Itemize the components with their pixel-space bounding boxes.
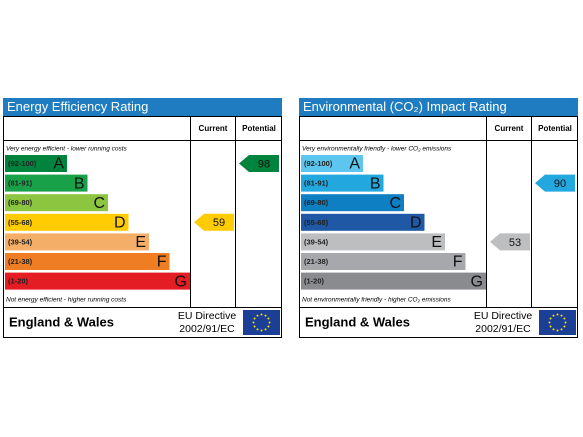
- potential-arrow: [535, 174, 575, 192]
- eu-star: [267, 325, 270, 328]
- band-letter: D: [410, 215, 422, 232]
- eu-star: [556, 313, 559, 316]
- top-note: Very environmentally friendly - lower CO…: [302, 146, 452, 153]
- band: [5, 174, 88, 192]
- potential-value: 90: [554, 178, 566, 190]
- eu-star: [253, 325, 256, 328]
- band: [301, 272, 486, 290]
- band-range: (21-38): [8, 257, 33, 266]
- band-range: (1-20): [304, 277, 325, 286]
- region: England & Wales: [9, 314, 114, 329]
- band-range: (1-20): [8, 277, 29, 286]
- current-arrow: [194, 213, 234, 231]
- eu-star: [556, 329, 559, 332]
- band-range: (92-100): [304, 159, 333, 168]
- eu-star: [252, 321, 255, 324]
- band-range: (55-68): [8, 218, 33, 227]
- band-letter: F: [453, 254, 463, 271]
- band: [5, 194, 108, 212]
- column-header: Potential: [538, 124, 572, 133]
- band: [5, 155, 67, 172]
- band-letter: A: [349, 156, 360, 173]
- eu-star: [564, 321, 567, 324]
- eu-star: [560, 314, 563, 317]
- eu-star: [260, 329, 263, 332]
- band-range: (55-68): [304, 218, 329, 227]
- band-letter: G: [175, 273, 187, 290]
- current-value: 53: [509, 237, 521, 249]
- eu-star: [560, 328, 563, 331]
- band-letter: B: [370, 175, 381, 192]
- eu-star: [256, 314, 259, 317]
- eu-star: [260, 313, 263, 316]
- band-letter: C: [389, 195, 401, 212]
- band: [5, 213, 129, 231]
- band-range: (21-38): [304, 257, 329, 266]
- band: [5, 253, 170, 270]
- band-letter: B: [74, 175, 85, 192]
- band-range: (39-54): [304, 237, 329, 246]
- column-header: Current: [199, 124, 228, 133]
- band: [301, 174, 384, 192]
- directive-number: 2002/91/EC: [475, 323, 531, 335]
- column-header: Potential: [242, 124, 276, 133]
- eu-star: [552, 328, 555, 331]
- eu-star: [563, 317, 566, 320]
- eu-star: [264, 314, 267, 317]
- eu-star: [549, 325, 552, 328]
- eu-star: [563, 325, 566, 328]
- band-letter: F: [157, 254, 167, 271]
- region: England & Wales: [305, 314, 410, 329]
- eu-star: [256, 328, 259, 331]
- title-bar: [299, 98, 578, 116]
- directive: EU Directive: [474, 310, 533, 322]
- band-range: (69-80): [8, 198, 33, 207]
- potential-arrow: [239, 155, 279, 172]
- chart-title: Energy Efficiency Rating: [7, 99, 148, 114]
- bottom-note: Not environmentally friendly - higher CO…: [302, 297, 452, 304]
- band-letter: G: [471, 273, 483, 290]
- directive-number: 2002/91/EC: [179, 323, 235, 335]
- band-range: (81-91): [304, 179, 329, 188]
- current-arrow: [490, 233, 530, 251]
- bottom-note: Not energy efficient - higher running co…: [6, 297, 127, 304]
- column-header: Current: [495, 124, 524, 133]
- band-letter: C: [93, 195, 105, 212]
- frame: [3, 116, 282, 338]
- band-range: (69-80): [304, 198, 329, 207]
- eu-star: [253, 317, 256, 320]
- band: [301, 155, 363, 172]
- eu-star: [264, 328, 267, 331]
- directive: EU Directive: [178, 310, 237, 322]
- band: [301, 253, 466, 270]
- band-letter: E: [135, 234, 146, 251]
- top-note: Very energy efficient - lower running co…: [6, 146, 128, 153]
- eu-star: [552, 314, 555, 317]
- eu-star: [267, 317, 270, 320]
- eu-star: [268, 321, 271, 324]
- band: [5, 233, 149, 251]
- frame: [299, 116, 578, 338]
- eu-star: [549, 317, 552, 320]
- band-range: (92-100): [8, 159, 37, 168]
- band-range: (81-91): [8, 179, 33, 188]
- chart-title: Environmental (CO₂) Impact Rating: [303, 99, 507, 114]
- band: [301, 213, 425, 231]
- band-range: (39-54): [8, 237, 33, 246]
- band: [301, 233, 445, 251]
- band-letter: D: [114, 215, 126, 232]
- eu-star: [548, 321, 551, 324]
- band: [5, 272, 190, 290]
- current-value: 59: [213, 217, 225, 229]
- band-letter: A: [53, 156, 64, 173]
- title-bar: [3, 98, 282, 116]
- band: [301, 194, 404, 212]
- potential-value: 98: [258, 158, 270, 170]
- band-letter: E: [431, 234, 442, 251]
